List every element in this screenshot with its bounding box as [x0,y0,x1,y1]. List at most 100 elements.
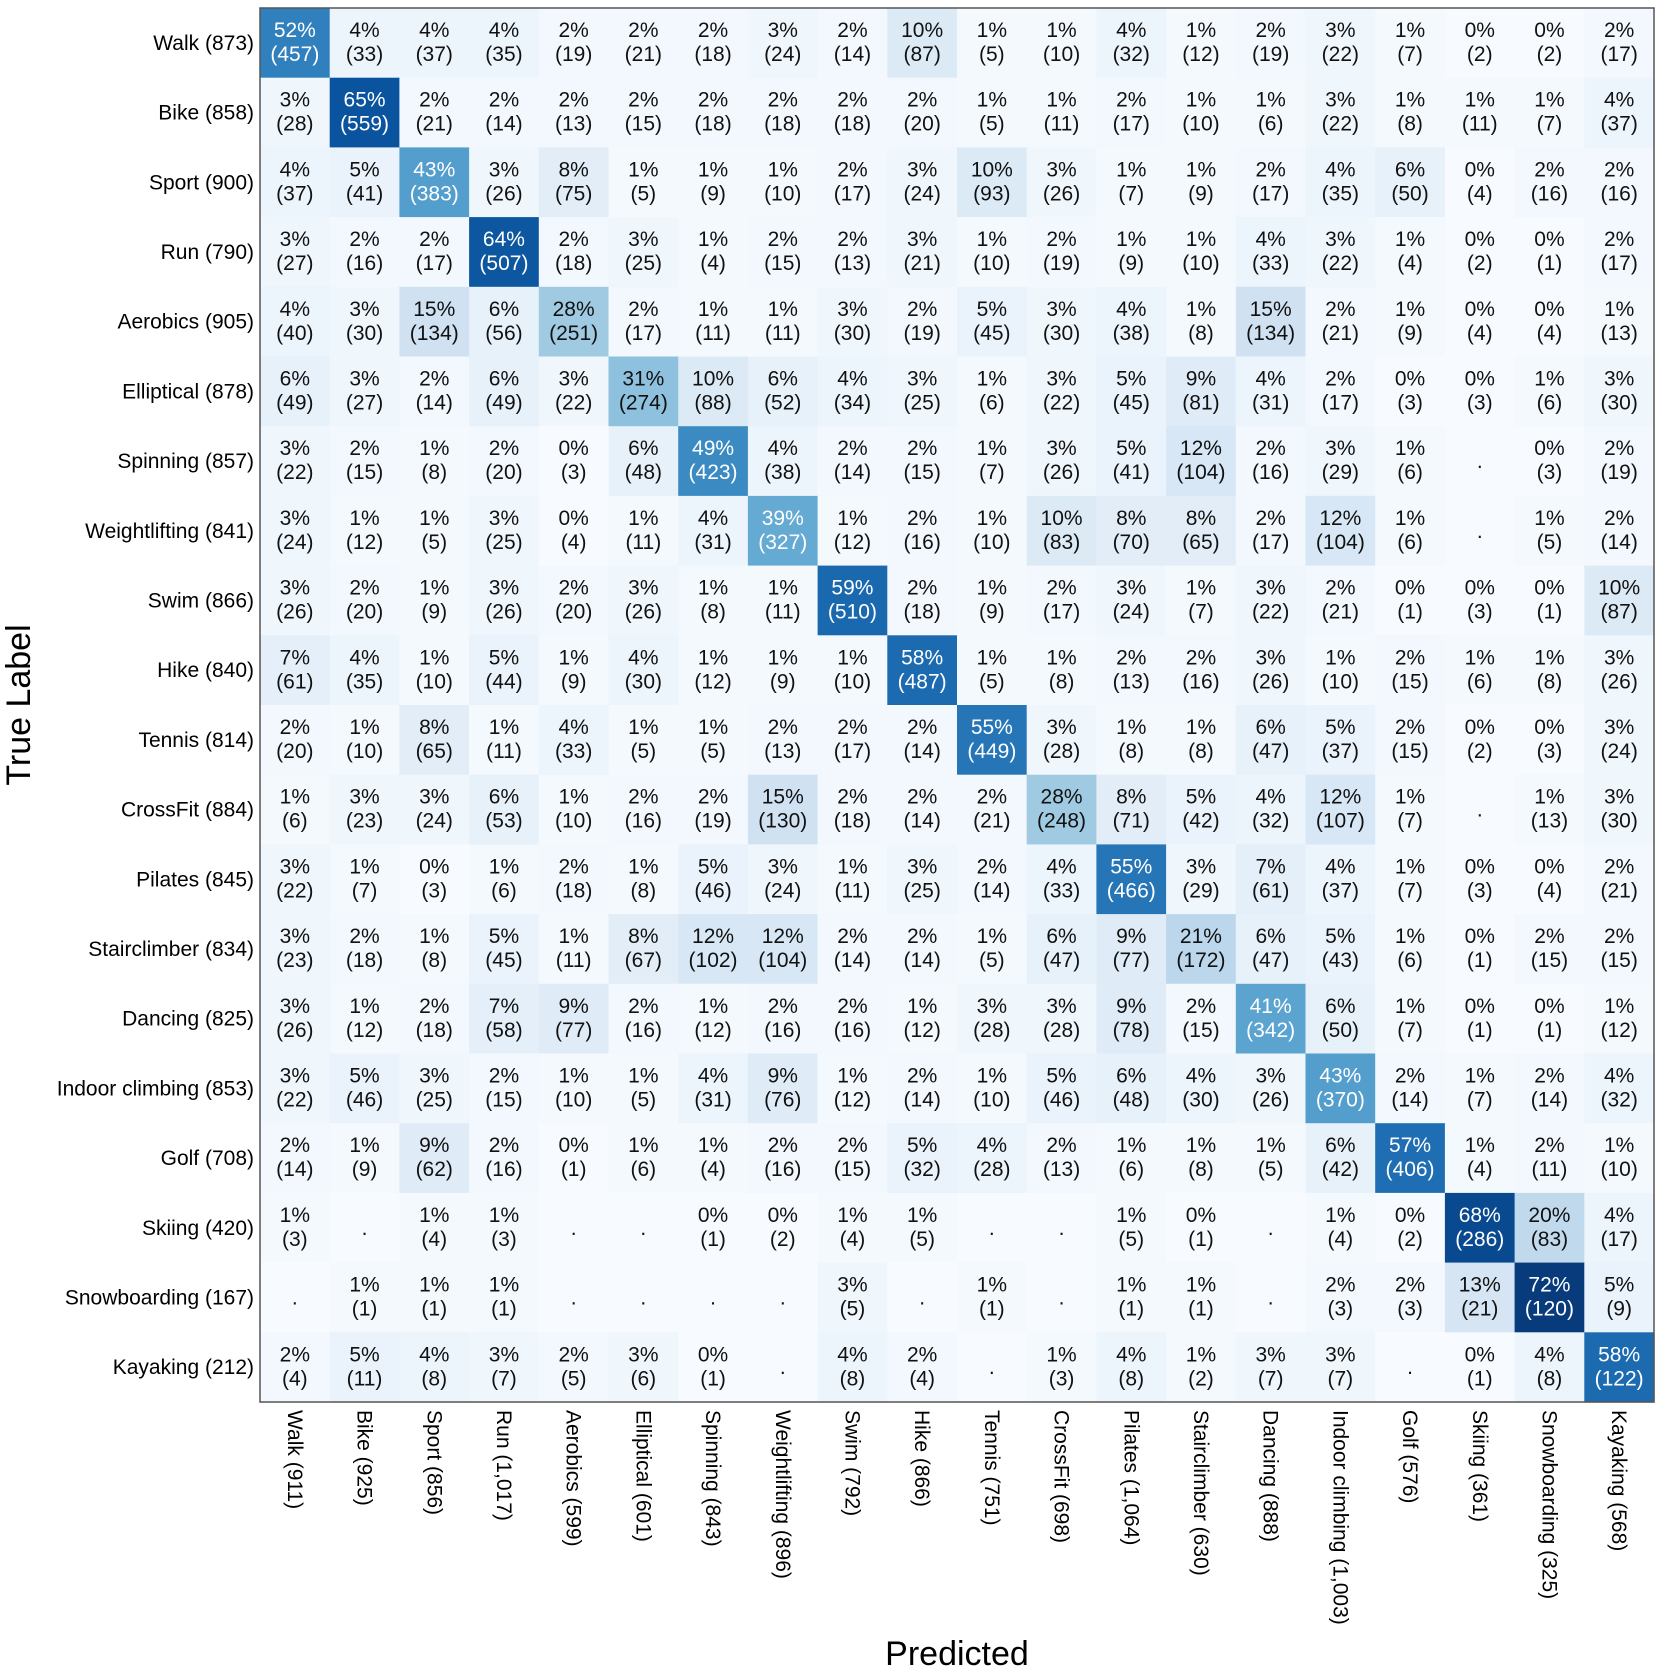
cell-percent-label: 3% [280,89,310,112]
cell-count-label: (17) [1322,392,1359,415]
cell-count-label: (15) [1531,949,1568,972]
heatmap-cell [817,8,888,79]
heatmap-cell [1026,217,1097,288]
cell-percent-label: 8% [1116,786,1146,809]
heatmap-cell [608,147,679,218]
cell-percent-label: 2% [1534,925,1564,948]
heatmap-cell [747,286,819,358]
cell-percent-label: 1% [977,577,1007,600]
cell-count-label: (27) [276,252,313,275]
heatmap-cell [1444,426,1516,497]
cell-count-label: (17) [625,322,662,345]
cell-count-label: (19) [1600,461,1637,484]
heatmap-cell [817,983,888,1055]
heatmap-cell [957,1192,1028,1264]
heatmap-cell [1026,356,1097,427]
cell-percent-label: 2% [837,1134,867,1157]
cell-count-label: (37) [416,43,453,66]
heatmap-cell [1375,705,1446,776]
cell-count-label: (17) [1113,113,1150,136]
cell-percent-label: 1% [349,855,379,878]
cell-count-label: (5) [909,1228,935,1251]
cell-count-label: (15) [834,1158,871,1181]
heatmap-cell [1305,844,1376,915]
cell-count-label: (449) [967,740,1016,763]
cell-percent-label: 2% [1604,437,1634,460]
cell-percent-label: 2% [907,786,937,809]
heatmap-cell [678,983,749,1055]
cell-count-label: (466) [1107,879,1156,902]
cell-percent-label: 0% [1395,577,1425,600]
heatmap-cell [1305,1053,1376,1124]
heatmap-cell [399,1332,470,1403]
heatmap-cell [957,983,1028,1055]
cell-count-label: (14) [485,113,522,136]
cell-count-label: (7) [1328,1367,1354,1390]
cell-count-label: (32) [1113,43,1150,66]
cell-count-label: (5) [979,670,1005,693]
heatmap-cell [1096,1123,1167,1194]
cell-percent-label: 2% [837,995,867,1018]
cell-percent-label: 8% [1186,507,1216,530]
cell-count-label: (13) [1113,670,1150,693]
cell-count-label: (65) [416,740,453,763]
cell-percent-label: 2% [1116,89,1146,112]
heatmap-cell [469,844,540,915]
heatmap-cell [678,1332,749,1403]
cell-percent-label: 1% [1395,437,1425,460]
cell-percent-label: 2% [489,437,519,460]
cell-count-label: (25) [903,879,940,902]
cell-count-label: (17) [1600,1228,1637,1251]
cell-count-label: (28) [276,113,313,136]
cell-percent-label: 4% [1116,1343,1146,1366]
cell-count-label: (16) [485,1158,522,1181]
cell-count-label: (22) [1322,252,1359,275]
cell-percent-label: 0% [558,437,588,460]
cell-percent-label: 2% [768,1134,798,1157]
y-tick-label: Walk (873) [153,32,254,55]
heatmap-cell [260,1192,331,1264]
cell-count-label: (104) [1316,531,1365,554]
cell-count-label: (42) [1182,810,1219,833]
cell-count-label: (24) [276,531,313,554]
heatmap-cell [1166,774,1237,845]
cell-percent-label: 1% [977,646,1007,669]
heatmap-cell [678,217,749,288]
cell-count-label: (18) [346,949,383,972]
cell-percent-label: 2% [977,786,1007,809]
cell-percent-label: 3% [907,158,937,181]
cell-count-label: (3) [1049,1367,1075,1390]
heatmap-cell [608,286,679,358]
cell-percent-label: 1% [1186,298,1216,321]
cell-percent-label: 3% [1604,368,1634,391]
cell-count-label: (76) [764,1089,801,1112]
cell-percent-label: 2% [1255,507,1285,530]
cell-count-label: (18) [834,113,871,136]
cell-count-label: (46) [694,879,731,902]
heatmap-cell [678,1262,749,1333]
cell-count-label: (17) [1600,43,1637,66]
cell-count-label: (83) [1531,1228,1568,1251]
heatmap-cell [817,774,888,845]
cell-count-label: (3) [1397,392,1423,415]
cell-count-label: (423) [689,461,738,484]
cell-percent-label: 43% [413,158,455,181]
cell-count-label: (88) [694,392,731,415]
heatmap-cell [1305,1123,1376,1194]
heatmap-cell [1166,286,1237,358]
heatmap-cell [1235,635,1307,706]
cell-count-label: (13) [764,740,801,763]
cell-percent-label: 1% [1186,1274,1216,1297]
cell-count-label: (2) [1467,43,1493,66]
cell-percent-label: 2% [977,855,1007,878]
cell-percent-label: 6% [768,368,798,391]
cell-percent-label: 3% [837,298,867,321]
cell-count-label: (2) [1467,252,1493,275]
cell-percent-label: 9% [768,1065,798,1088]
cell-count-label: (1) [1537,1019,1563,1042]
cell-percent-label: 1% [349,1134,379,1157]
heatmap-cell [260,774,331,845]
cell-count-label: (26) [1252,1089,1289,1112]
heatmap-cell [1584,1123,1655,1194]
cell-count-label: (11) [556,949,592,972]
